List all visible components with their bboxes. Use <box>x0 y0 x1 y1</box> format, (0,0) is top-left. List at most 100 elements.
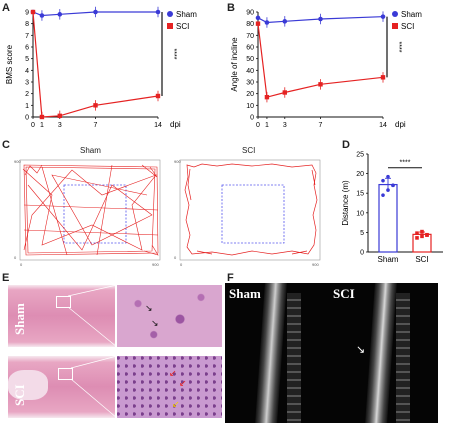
data-point-sci <box>318 82 323 87</box>
y-tick-label: 10 <box>356 210 364 217</box>
y-tick-label: 40 <box>246 68 254 75</box>
he-sham-overview-image <box>8 285 115 347</box>
data-point-sham <box>39 13 45 18</box>
x-tick-label: 7 <box>94 122 98 129</box>
y-axis-label: Distance (m) <box>341 180 350 226</box>
open-field-sci-track: 900 0 0 900 <box>174 159 321 267</box>
open-field-sci-title: SCI <box>242 146 256 155</box>
x-tick-label: 14 <box>379 122 387 129</box>
data-point-sci <box>255 21 261 26</box>
svg-text:900: 900 <box>174 159 181 164</box>
x-tick-label: 0 <box>31 122 35 129</box>
x-axis-label: dpi <box>170 120 181 129</box>
y-tick-label: 5 <box>360 230 364 237</box>
data-point-sham <box>386 174 390 179</box>
panel-letter-e: E <box>2 272 10 284</box>
mri-sham-label: Sham <box>229 286 261 301</box>
he-sci-magnified-image: ↙ ↙ ↙ <box>117 356 222 418</box>
data-point-sci <box>380 75 386 80</box>
panel-letter-a: A <box>2 2 10 14</box>
legend-label-sham: Sham <box>176 10 197 19</box>
data-point-sci <box>420 234 424 239</box>
y-axis-label: Angle of incline <box>230 37 239 92</box>
y-tick-label: 25 <box>356 152 364 159</box>
y-tick-label: 50 <box>246 56 254 63</box>
svg-text:900: 900 <box>152 262 159 267</box>
y-tick-label: 20 <box>246 91 254 98</box>
data-point-sci <box>415 236 419 240</box>
x-tick-label: 0 <box>256 122 260 129</box>
y-tick-label: 5 <box>25 56 29 63</box>
svg-text:0: 0 <box>180 262 183 267</box>
y-tick-label: 9 <box>25 10 29 17</box>
data-point-sham <box>155 9 161 15</box>
legend-marker-sci <box>392 23 398 29</box>
mri-sham-image <box>225 283 330 423</box>
y-tick-label: 80 <box>246 21 254 28</box>
data-point-sci <box>282 90 287 95</box>
data-point-sham <box>57 12 63 17</box>
y-tick-label: 3 <box>25 80 29 87</box>
open-field-sham-track: 900 0 0 900 <box>14 159 161 267</box>
data-point-sham <box>386 188 390 192</box>
x-tick-label: 1 <box>265 122 269 129</box>
y-tick-label: 70 <box>246 33 254 40</box>
legend-marker-sham <box>167 11 173 17</box>
data-point-sci <box>30 9 36 15</box>
x-tick-label: 7 <box>319 122 323 129</box>
data-point-sham <box>255 15 261 21</box>
x-tick-label: 3 <box>58 122 62 129</box>
data-point-sci <box>420 229 424 234</box>
data-point-sci <box>39 114 45 120</box>
data-point-sham <box>318 16 323 22</box>
significance-stars: **** <box>395 42 402 53</box>
data-point-sci <box>415 231 419 235</box>
zoom-connector-lines <box>67 284 118 419</box>
data-point-sham <box>381 193 385 197</box>
x-tick-label: 3 <box>283 122 287 129</box>
y-tick-label: 0 <box>360 250 364 257</box>
open-field-sham-title: Sham <box>80 146 101 155</box>
distance-bar-chart: 0 5 10 15 20 25 Distance (m) Sham SCI **** <box>341 152 443 264</box>
svg-text:0: 0 <box>174 255 177 260</box>
y-tick-label: 20 <box>356 171 364 178</box>
data-point-sham <box>381 178 385 183</box>
x-tick-label: Sham <box>378 255 399 264</box>
y-tick-label: 30 <box>246 80 254 87</box>
x-tick-label: 1 <box>40 122 44 129</box>
legend-label-sci: SCI <box>401 22 414 31</box>
svg-text:900: 900 <box>312 262 319 267</box>
data-point-sci <box>57 113 62 119</box>
y-tick-label: 0 <box>25 115 29 122</box>
legend-marker-sham <box>392 11 398 17</box>
data-point-sham <box>282 19 288 24</box>
y-tick-label: 2 <box>25 91 29 98</box>
he-sci-overview-image <box>8 356 115 418</box>
data-point-sci <box>425 233 429 237</box>
data-point-sci <box>264 94 270 100</box>
data-point-sham <box>380 14 386 19</box>
x-axis-label: dpi <box>395 120 406 129</box>
significance-stars: **** <box>170 49 177 60</box>
y-tick-label: 4 <box>25 68 29 75</box>
y-axis-label: BMS score <box>5 44 14 84</box>
data-point-sci <box>155 93 161 99</box>
svg-text:900: 900 <box>14 159 21 164</box>
data-point-sci <box>93 103 98 108</box>
data-point-sham <box>391 183 395 188</box>
mri-sci-label: SCI <box>333 286 355 301</box>
y-tick-label: 6 <box>25 45 29 52</box>
x-tick-label: SCI <box>415 255 428 264</box>
y-tick-label: 90 <box>246 10 254 17</box>
y-tick-label: 60 <box>246 45 254 52</box>
y-tick-label: 7 <box>25 33 29 40</box>
y-tick-label: 10 <box>246 103 254 110</box>
y-tick-label: 1 <box>25 103 29 110</box>
legend-label-sham: Sham <box>401 10 422 19</box>
x-tick-label: 14 <box>154 122 162 129</box>
panel-letter-f: F <box>227 272 234 284</box>
legend-marker-sci <box>167 23 173 29</box>
data-point-sham <box>93 9 98 15</box>
